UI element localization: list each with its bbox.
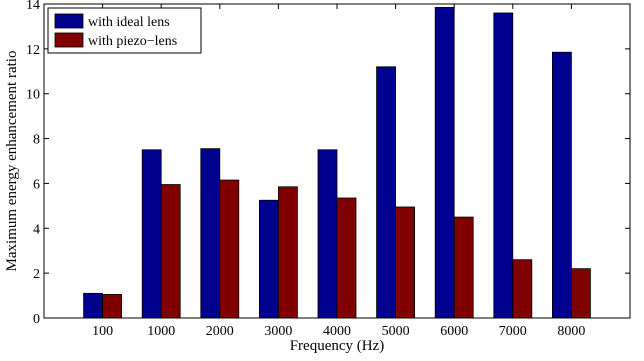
bar-ideal-lens — [258, 199, 279, 319]
y-tick-label: 6 — [33, 177, 40, 192]
legend-swatch-piezo-lens — [54, 32, 84, 48]
bar-piezo-lens — [102, 294, 122, 319]
bar-piezo-lens — [277, 186, 298, 319]
bar-ideal-lens — [317, 149, 338, 319]
bar-ideal-lens — [493, 12, 514, 319]
tick-labels: 0 2 4 6 8 10 12 14 100 1000 2000 3000 4000 5000 6000 70… — [26, 0, 585, 339]
bar-piezo-lens — [160, 184, 181, 319]
x-tick-label: 7000 — [499, 324, 527, 339]
y-tick-label: 8 — [33, 133, 40, 148]
bar-piezo-lens — [512, 259, 533, 319]
y-tick-label: 10 — [26, 88, 40, 103]
legend-swatch-ideal-lens — [54, 13, 84, 29]
bar-piezo-lens — [453, 216, 474, 319]
bar-ideal-lens — [434, 6, 455, 319]
bar-ideal-lens — [83, 292, 103, 319]
bar-piezo-lens — [219, 179, 240, 319]
bars — [83, 6, 591, 319]
y-tick-label: 4 — [33, 222, 40, 237]
bar-ideal-lens — [552, 51, 572, 319]
x-axis-label: Frequency (Hz) — [290, 338, 385, 354]
bar-ideal-lens — [200, 148, 221, 319]
x-tick-label: 1000 — [147, 324, 175, 339]
y-axis-label: Maximum energy enhancement ratio — [4, 51, 20, 272]
x-tick-label: 3000 — [264, 324, 292, 339]
y-tick-label: 14 — [26, 0, 40, 13]
legend-label-piezo-lens: with piezo−lens — [88, 34, 177, 49]
x-tick-label: 6000 — [440, 324, 468, 339]
x-tick-label: 8000 — [557, 324, 585, 339]
legend: with ideal lens with piezo−lens — [47, 7, 202, 54]
y-tick-label: 12 — [26, 43, 40, 58]
x-tick-label: 2000 — [206, 324, 234, 339]
bar-ideal-lens — [141, 149, 162, 319]
x-tick-label: 5000 — [382, 324, 410, 339]
x-tick-label: 100 — [92, 324, 113, 339]
legend-label-ideal-lens: with ideal lens — [88, 15, 170, 30]
bar-piezo-lens — [336, 197, 357, 319]
bar-piezo-lens — [395, 206, 416, 319]
y-tick-label: 2 — [33, 267, 40, 282]
y-tick-label: 0 — [33, 312, 40, 327]
x-tick-label: 4000 — [323, 324, 351, 339]
bar-ideal-lens — [376, 66, 397, 319]
bar-piezo-lens — [571, 268, 591, 319]
